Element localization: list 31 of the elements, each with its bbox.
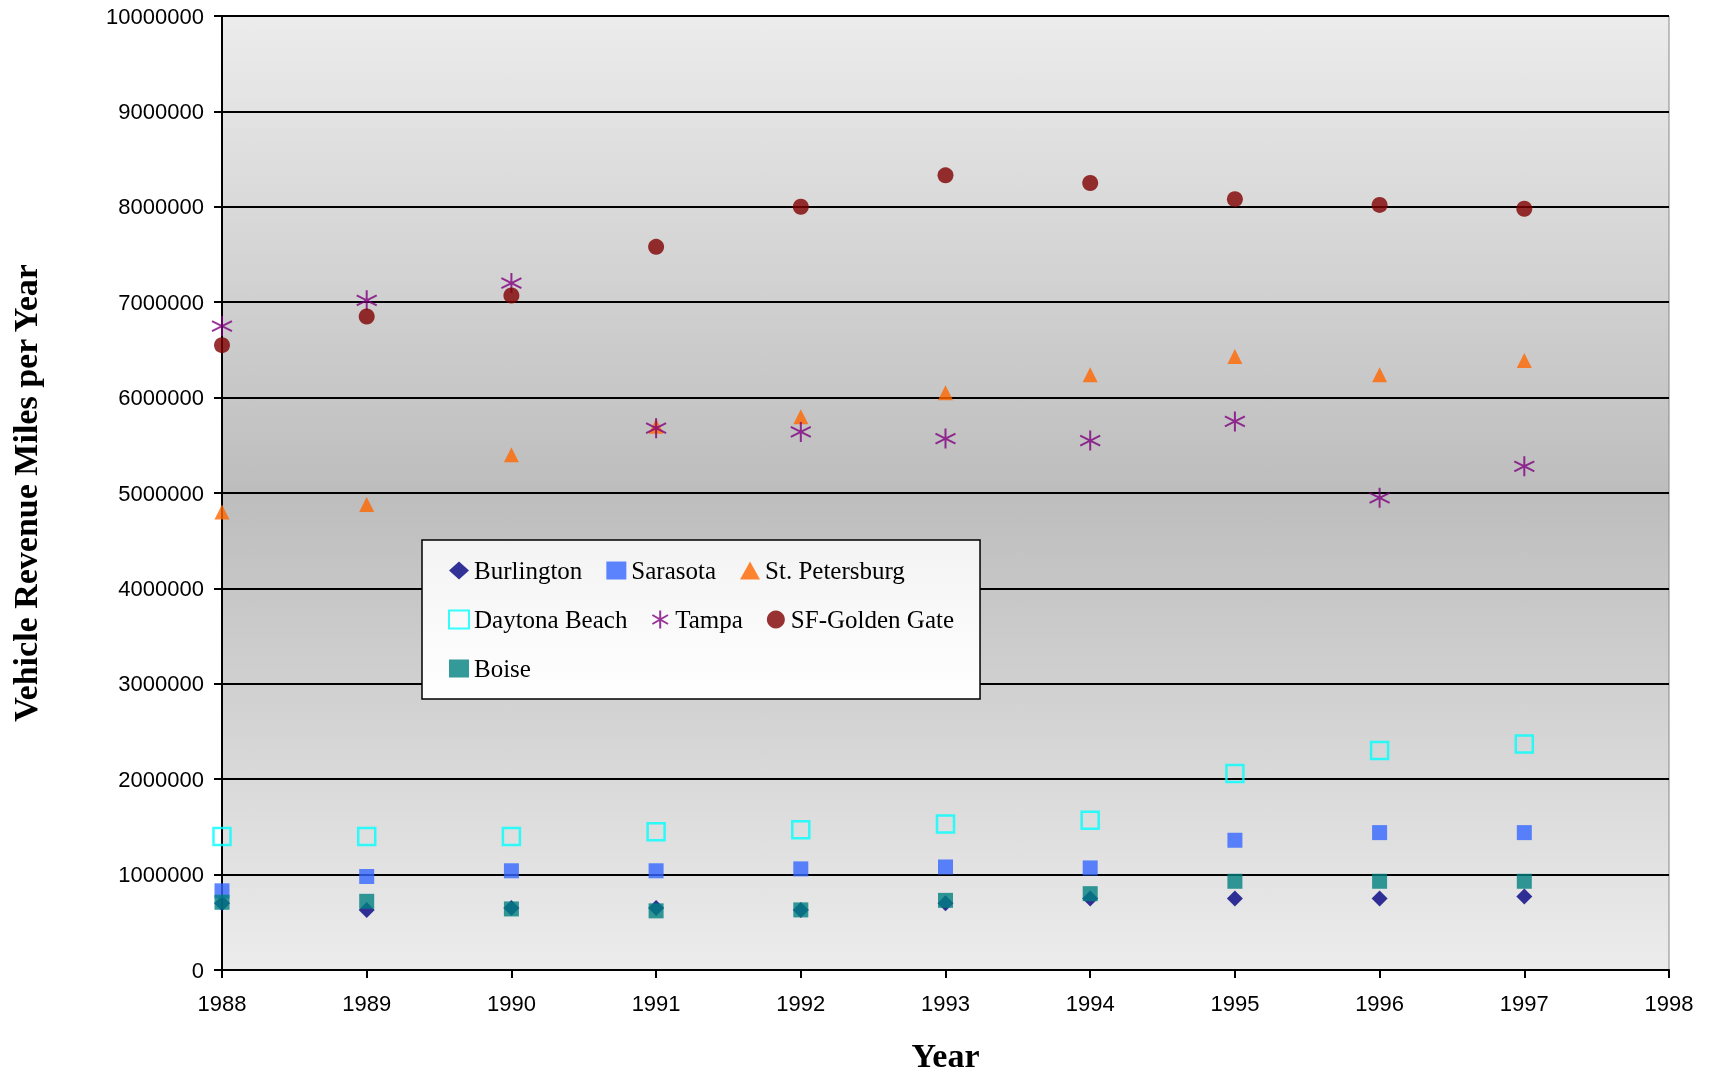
x-tick-label: 1995 [1210, 990, 1260, 1016]
y-tick-label: 10000000 [106, 3, 204, 29]
x-tick-label: 1990 [486, 990, 536, 1016]
x-tick-label: 1997 [1499, 990, 1549, 1016]
x-tick-label: 1993 [921, 990, 970, 1016]
x-tick-label: 1994 [1065, 990, 1115, 1016]
y-axis-title: Vehicle Revenue Miles per Year [6, 264, 44, 722]
y-tick-label: 2000000 [118, 766, 204, 792]
y-tick-label: 6000000 [118, 385, 204, 411]
x-tick-label: 1991 [631, 990, 681, 1016]
x-tick-label: 1998 [1644, 990, 1694, 1016]
legend-label: Daytona Beach [474, 606, 628, 633]
x-axis-title: Year [911, 1036, 980, 1074]
y-tick-label: 1000000 [118, 862, 204, 888]
y-tick-label: 3000000 [118, 671, 204, 697]
y-tick-label: 0 [191, 957, 204, 983]
x-tick-label: 1992 [776, 990, 826, 1016]
legend-label: Burlington [474, 557, 583, 584]
y-tick-label: 5000000 [118, 480, 204, 506]
legend-label: SF-Golden Gate [790, 606, 955, 633]
x-tick-label: 1989 [342, 990, 392, 1016]
legend-label: Tampa [675, 606, 743, 633]
y-tick-label: 8000000 [118, 194, 204, 220]
x-tick-label: 1996 [1355, 990, 1405, 1016]
legend-label: Boise [474, 655, 531, 682]
x-tick-label: 1988 [197, 990, 247, 1016]
y-tick-label: 7000000 [118, 289, 204, 315]
y-tick-label: 4000000 [118, 575, 204, 601]
legend-label: Sarasota [631, 557, 717, 584]
legend-label: St. Petersburg [765, 557, 906, 584]
y-tick-label: 9000000 [118, 98, 204, 124]
